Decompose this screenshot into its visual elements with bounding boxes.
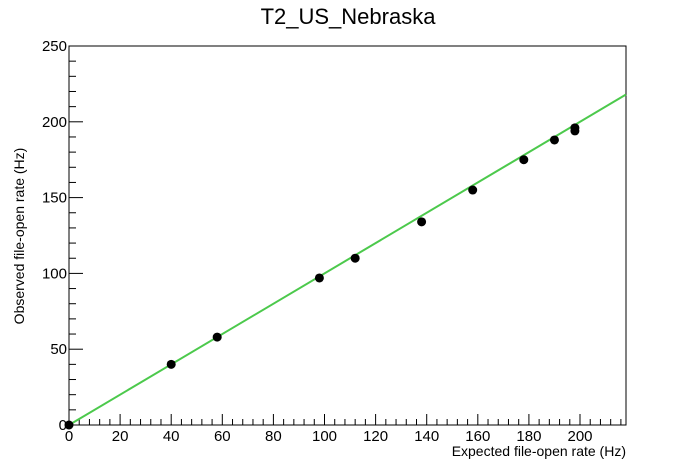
data-point: [519, 155, 529, 165]
y-tick-label: 100: [42, 265, 67, 282]
x-tick-label: 20: [112, 428, 129, 445]
data-point: [314, 273, 324, 283]
x-tick-label: 160: [465, 428, 490, 445]
y-tick-label: 250: [42, 38, 67, 55]
data-points-layer: [64, 123, 580, 430]
x-tick-label: 140: [414, 428, 439, 445]
y-axis-title: Observed file-open rate (Hz): [11, 148, 27, 325]
fit-line: [68, 93, 627, 426]
data-point: [570, 123, 580, 133]
x-tick-label: 80: [265, 428, 282, 445]
plot-frame: [68, 45, 627, 426]
x-tick-label: 180: [516, 428, 541, 445]
x-tick-label: 100: [312, 428, 337, 445]
data-point: [64, 420, 74, 430]
x-axis: 0 20 40 60 80 100 120 140 160 180 200: [65, 414, 622, 445]
data-point: [549, 135, 559, 145]
x-axis-title: Expected file-open rate (Hz): [452, 443, 626, 459]
data-point: [166, 359, 176, 369]
y-tick-label: 50: [50, 341, 67, 358]
data-point: [417, 217, 427, 227]
data-point: [350, 253, 360, 263]
x-tick-label: 0: [65, 428, 73, 445]
y-axis: 0 50 100 150 200 250: [42, 38, 83, 434]
x-tick-label: 60: [214, 428, 231, 445]
x-tick-label: 40: [163, 428, 180, 445]
fit-line-layer: [68, 93, 627, 426]
y-tick-label: 200: [42, 114, 67, 131]
x-tick-label: 120: [363, 428, 388, 445]
x-tick-label: 200: [567, 428, 592, 445]
chart-title: T2_US_Nebraska: [261, 4, 437, 29]
y-tick-label: 0: [59, 417, 67, 434]
data-point: [212, 332, 222, 342]
data-point: [468, 185, 478, 195]
y-tick-label: 150: [42, 190, 67, 207]
